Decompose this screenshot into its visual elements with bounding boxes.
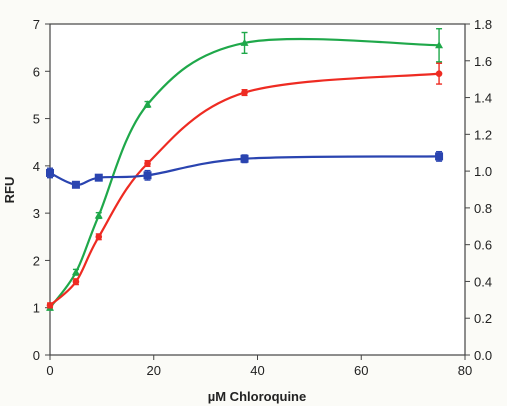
x-tick-label: 20 xyxy=(147,363,161,378)
data-point xyxy=(143,100,152,108)
data-point xyxy=(144,160,151,167)
right-y-tick-label: 0.0 xyxy=(474,348,492,363)
data-point xyxy=(435,152,444,161)
right-y-tick-label: 0.2 xyxy=(474,311,492,326)
data-point xyxy=(94,173,103,182)
y-tick-label: 2 xyxy=(33,253,40,268)
right-y-tick-label: 1.4 xyxy=(474,91,492,106)
data-point xyxy=(46,168,54,177)
data-point xyxy=(71,180,80,189)
data-point xyxy=(241,89,248,96)
y-tick-label: 1 xyxy=(33,301,40,316)
data-point xyxy=(71,268,80,276)
right-y-tick-label: 0.8 xyxy=(474,201,492,216)
right-y-tick-label: 0.4 xyxy=(474,274,492,289)
data-point xyxy=(72,278,80,286)
data-point xyxy=(94,211,103,219)
right-y-tick-label: 1.2 xyxy=(474,127,492,142)
right-y-tick-label: 1.0 xyxy=(474,164,492,179)
y-tick-label: 3 xyxy=(33,206,40,221)
y-tick-label: 0 xyxy=(33,348,40,363)
x-axis-label: µM Chloroquine xyxy=(208,389,306,404)
y-axis-label: RFU xyxy=(2,177,17,204)
right-y-tick-label: 1.6 xyxy=(474,54,492,69)
y-tick-label: 4 xyxy=(33,159,40,174)
y-tick-label: 6 xyxy=(33,64,40,79)
plot-area xyxy=(49,23,466,356)
right-y-tick-label: 1.8 xyxy=(474,17,492,32)
data-point xyxy=(143,171,152,180)
data-point xyxy=(95,233,103,241)
right-y-tick-label: 0.6 xyxy=(474,238,492,253)
y-tick-label: 7 xyxy=(33,17,40,32)
data-point xyxy=(435,70,443,77)
x-tick-label: 60 xyxy=(354,363,368,378)
data-point xyxy=(240,154,249,163)
x-tick-label: 0 xyxy=(46,363,53,378)
data-point xyxy=(240,38,249,46)
data-point xyxy=(46,302,54,309)
x-tick-label: 40 xyxy=(250,363,264,378)
y-tick-label: 5 xyxy=(33,112,40,127)
x-tick-label: 80 xyxy=(458,363,472,378)
data-point xyxy=(435,41,444,49)
